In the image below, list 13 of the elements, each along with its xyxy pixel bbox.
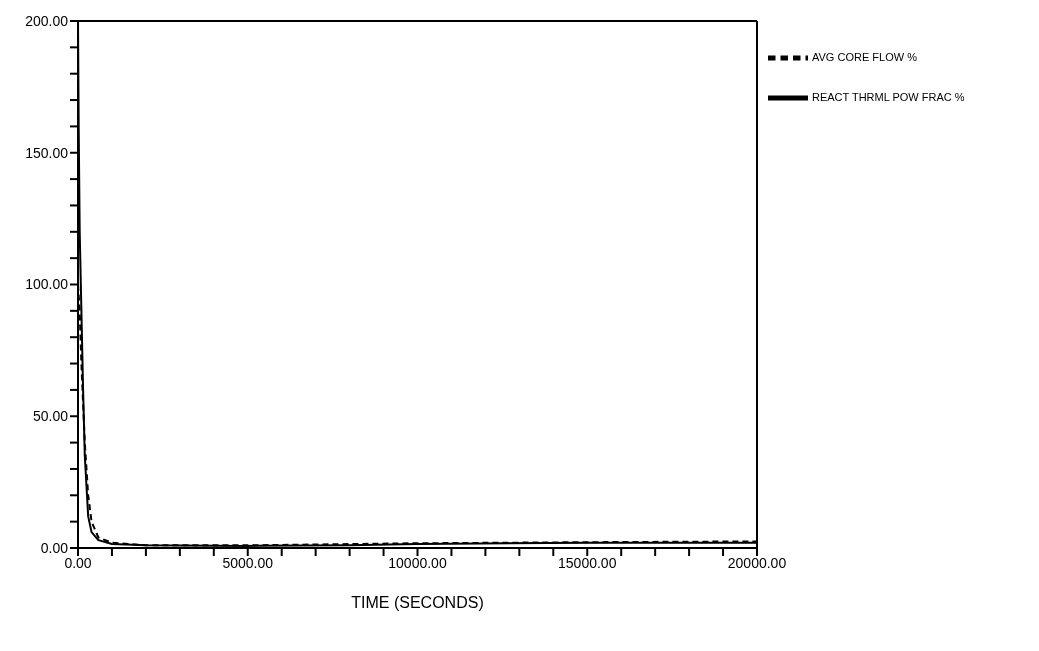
x-tick-label: 15000.00 [558,554,617,571]
x-tick-label: 5000.00 [222,554,274,571]
y-tick-label: 100.00 [25,276,69,293]
y-tick-label: 0.00 [40,539,69,556]
y-tick-label: 200.00 [25,12,69,29]
x-axis-title: TIME (SECONDS) [351,594,484,611]
legend-label: AVG CORE FLOW % [812,50,917,63]
y-tick-label: 150.00 [25,144,69,161]
x-tick-label: 10000.00 [388,554,447,571]
x-tick-label: 20000.00 [727,554,787,571]
x-tick-label: 0.00 [64,554,92,571]
legend-label: REACT THRML POW FRAC % [812,90,965,103]
y-tick-label: 50.00 [32,408,69,425]
